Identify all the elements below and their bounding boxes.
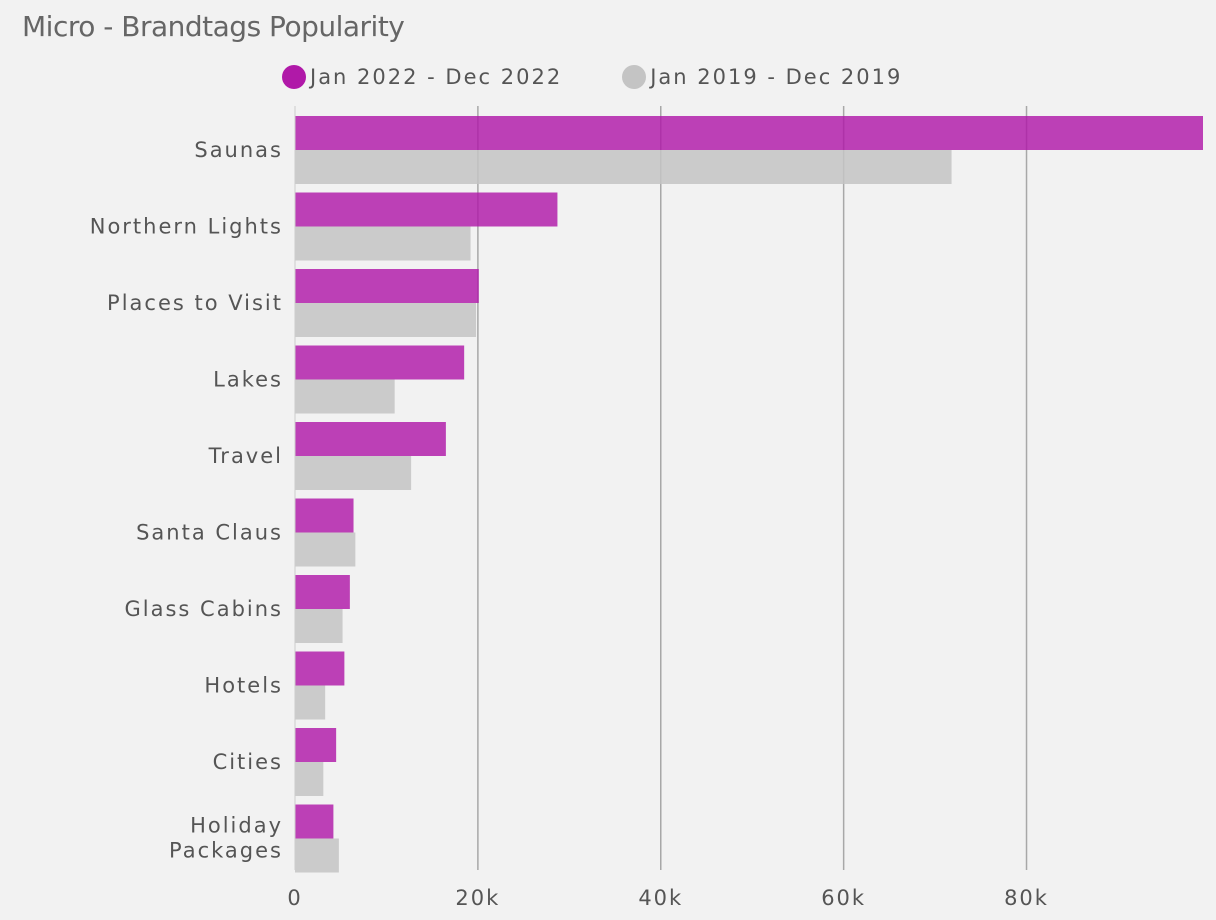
legend-label-2019: Jan 2019 - Dec 2019 [650, 65, 903, 89]
category-label-9: Holiday Packages [169, 814, 283, 863]
x-tick-label-4: 80k [1004, 886, 1049, 910]
category-label-8: Cities [213, 750, 283, 774]
category-label-5: Santa Claus [136, 521, 283, 545]
legend-label-2022: Jan 2022 - Dec 2022 [310, 65, 563, 89]
category-label-7: Hotels [204, 674, 283, 698]
category-label-3: Lakes [213, 368, 283, 392]
bar-2022-2[interactable] [295, 269, 479, 303]
bar-2022-5[interactable] [295, 498, 354, 533]
category-label-6: Glass Cabins [125, 597, 283, 621]
bar-2022-7[interactable] [295, 651, 345, 686]
bar-2022-8[interactable] [295, 728, 337, 762]
bar-2019-0[interactable] [295, 150, 952, 184]
legend-swatch-2022 [282, 65, 306, 89]
bar-2022-3[interactable] [295, 345, 465, 380]
bar-2019-2[interactable] [295, 303, 477, 337]
bar-2019-1[interactable] [295, 226, 471, 261]
bar-2022-4[interactable] [295, 422, 446, 456]
category-label-1: Northern Lights [90, 215, 283, 239]
category-label-0: Saunas [194, 138, 283, 162]
bar-2022-9[interactable] [295, 804, 334, 839]
chart-legend: Jan 2022 - Dec 2022 Jan 2019 - Dec 2019 [282, 62, 962, 92]
bar-2022-1[interactable] [295, 192, 558, 227]
bar-2022-0[interactable] [295, 116, 1203, 150]
bar-2022-6[interactable] [295, 575, 350, 609]
x-tick-label-3: 60k [821, 886, 866, 910]
bar-2019-6[interactable] [295, 609, 343, 643]
legend-item-2022[interactable]: Jan 2022 - Dec 2022 [282, 65, 562, 89]
bar-2019-7[interactable] [295, 685, 326, 720]
x-tick-label-0: 0 [287, 886, 302, 910]
bar-2019-9[interactable] [295, 838, 339, 873]
category-label-4: Travel [208, 444, 283, 468]
chart-title: Micro - Brandtags Popularity [22, 10, 405, 43]
legend-swatch-2019 [622, 65, 647, 89]
bar-2019-8[interactable] [295, 762, 324, 796]
bar-2019-3[interactable] [295, 379, 395, 414]
x-tick-label-1: 20k [455, 886, 500, 910]
x-tick-label-2: 40k [638, 886, 683, 910]
bar-2019-4[interactable] [295, 456, 412, 490]
legend-item-2019[interactable]: Jan 2019 - Dec 2019 [622, 65, 902, 89]
bar-2019-5[interactable] [295, 532, 356, 567]
category-label-2: Places to Visit [107, 291, 283, 315]
